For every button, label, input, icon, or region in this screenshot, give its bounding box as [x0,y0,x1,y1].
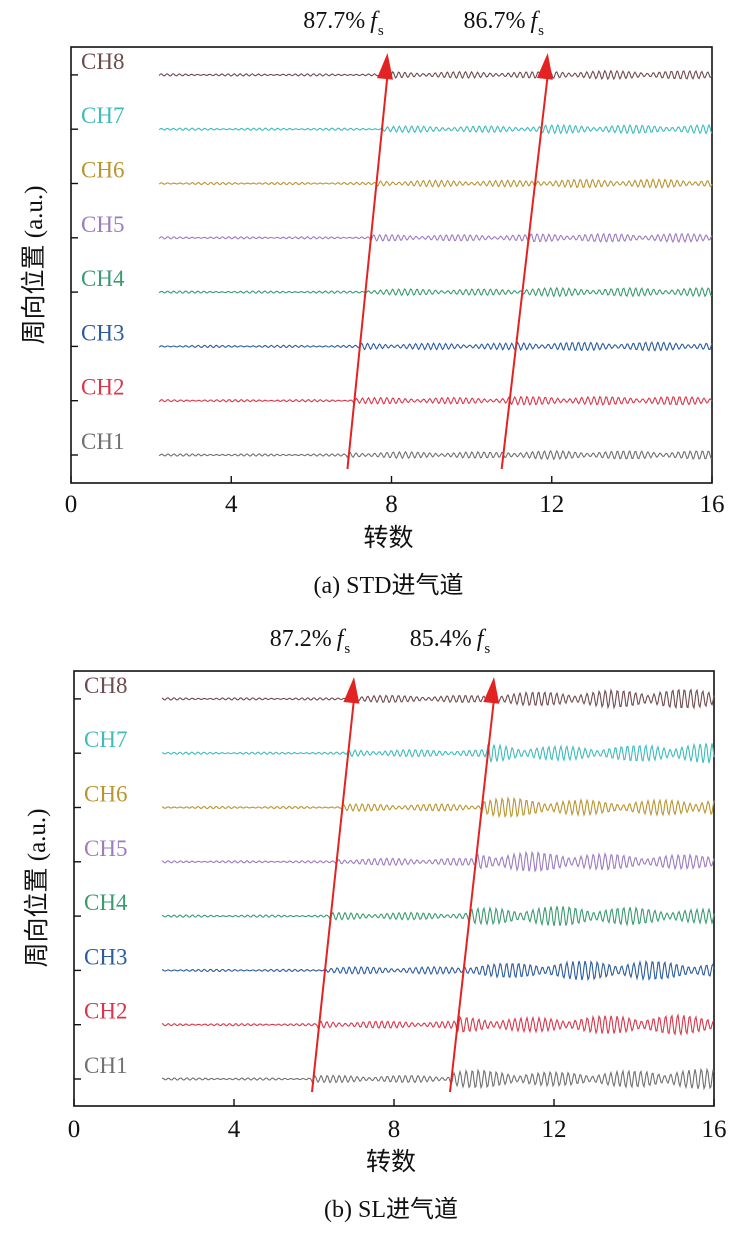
onset-arrow-line [500,74,549,470]
channel-label-ch3: CH3 [84,944,127,969]
channel-trace-ch6 [161,796,715,819]
onset-subscript: s [484,641,490,657]
x-tick-label: 4 [225,491,238,518]
channel-trace-ch4 [161,905,715,927]
onset-symbol: f [370,8,380,34]
onset-annotation: 86.7% fs [463,8,544,39]
onset-subscript: s [538,23,544,39]
channel-label-ch2: CH2 [84,999,127,1024]
channel-trace-ch5 [161,850,715,873]
channel-label-ch6: CH6 [84,782,127,807]
channel-trace-ch8 [158,69,713,81]
x-tick-label: 4 [228,1116,241,1143]
onset-annotation: 87.7% fs [303,8,384,39]
onset-arrow-head [343,677,360,704]
channel-label-ch1: CH1 [84,1053,127,1078]
x-tick-label: 12 [539,491,564,518]
x-tick-label: 12 [542,1116,567,1143]
onset-arrow-line [449,698,495,1093]
channel-trace-ch7 [158,123,713,135]
plot-frame [73,670,715,1107]
onset-arrow-line [346,74,389,470]
plot-frame [70,46,713,484]
onset-arrow-head [377,53,393,80]
onset-subscript: s [378,23,384,39]
onset-symbol: f [337,626,347,652]
x-axis-title: 转数 [363,524,413,552]
y-axis-title: 周向位置 (a.u.) [23,809,51,968]
onset-value: 87.7% [303,8,365,34]
onset-value: 86.7% [463,8,525,34]
onset-annotation: 87.2% fs [270,626,351,657]
onset-arrow-line [311,698,355,1093]
x-axis-title: 转数 [366,1148,416,1176]
channel-label-ch7: CH7 [84,727,127,752]
onset-subscript: s [344,641,350,657]
channel-trace-ch3 [161,959,715,982]
onset-arrow-head [483,677,500,704]
onset-value: 85.4% [410,626,472,652]
y-axis-title: 周向位置 (a.u.) [20,186,48,345]
panel-caption: (b) SL进气道 [324,1196,458,1223]
channel-trace-ch4 [158,286,713,298]
channel-label-ch2: CH2 [81,375,124,400]
channel-label-ch4: CH4 [84,890,128,915]
channel-trace-ch7 [161,742,715,764]
channel-label-ch4: CH4 [81,266,125,291]
onset-symbol: f [530,8,540,34]
channel-label-ch3: CH3 [81,320,124,345]
onset-symbol: f [477,626,487,652]
panel-caption: (a) STD进气道 [314,572,464,599]
channel-label-ch7: CH7 [81,103,124,128]
channel-label-ch1: CH1 [81,429,124,454]
x-tick-label: 0 [65,491,78,518]
channel-trace-ch2 [158,395,713,406]
panel-b: 0 4 8 12 16 转数 周向位置 (a.u.) (b) SL进气道 CH1 CH2 CH3 CH… [23,626,727,1223]
channel-label-ch6: CH6 [81,158,124,183]
channel-trace-ch1 [158,449,712,461]
channel-trace-ch1 [162,1067,715,1091]
channel-label-ch5: CH5 [81,212,124,237]
x-tick-label: 0 [68,1116,81,1143]
panel-a: 0 4 8 12 16 转数 周向位置 (a.u.) (a) STD进气道 CH1 CH2 CH3 C… [20,8,725,599]
onset-value: 87.2% [270,626,332,652]
onset-arrow-head [536,53,553,80]
channel-label-ch8: CH8 [81,49,124,74]
channel-trace-ch2 [161,1013,715,1037]
x-tick-label: 16 [702,1116,727,1143]
channel-trace-ch3 [158,341,713,352]
channel-trace-ch5 [158,232,713,244]
channel-trace-ch6 [158,178,713,189]
onset-annotation: 85.4% fs [410,626,491,657]
channel-label-ch5: CH5 [84,836,127,861]
channel-label-ch8: CH8 [84,673,127,698]
x-tick-label: 16 [700,491,725,518]
x-tick-label: 8 [388,1116,401,1143]
channel-trace-ch8 [161,688,715,710]
x-tick-label: 8 [385,491,398,518]
